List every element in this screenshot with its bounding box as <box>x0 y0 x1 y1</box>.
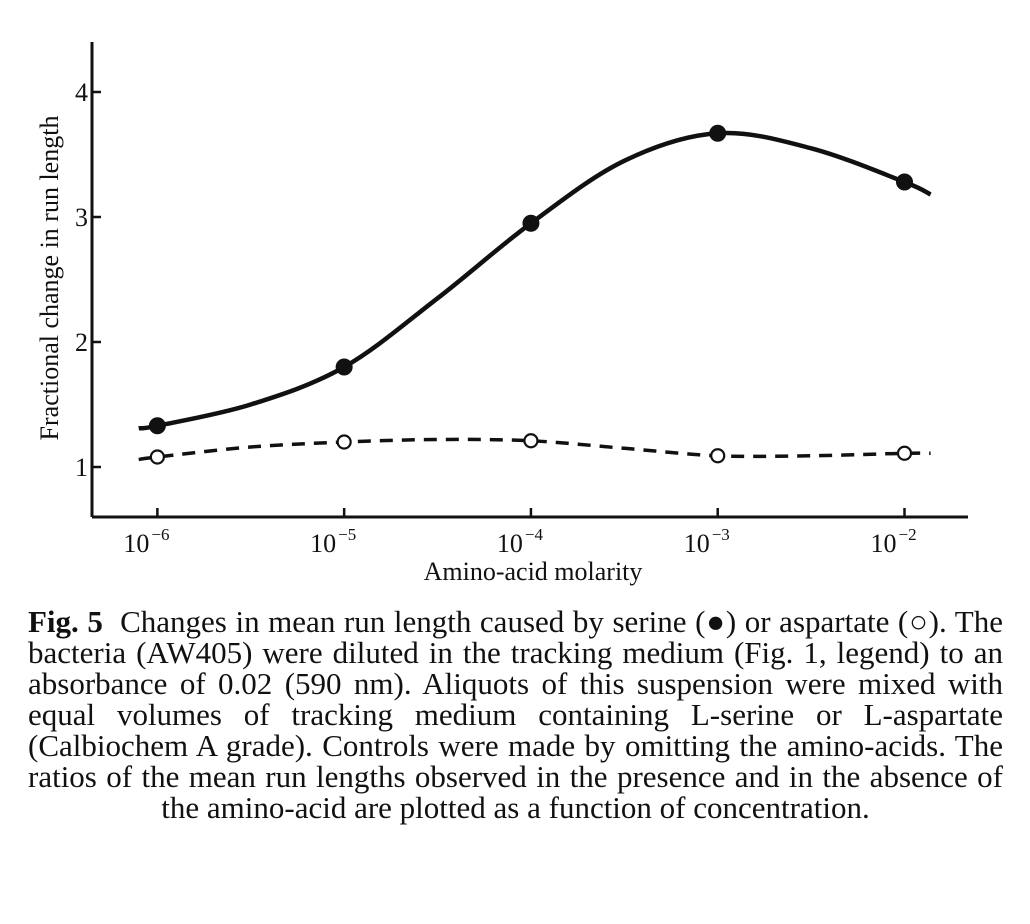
aspartate-point <box>149 449 165 465</box>
x-ticks: 10 −6 10 −5 10 −4 10 −3 10 −2 <box>123 508 917 558</box>
x-tick-base: 10 <box>123 529 149 558</box>
serine-line <box>138 130 932 431</box>
serine-point <box>709 124 727 142</box>
x-tick-label: 10 −5 <box>310 525 356 558</box>
x-tick-exponent: −5 <box>338 525 356 544</box>
x-tick-exponent: −6 <box>151 525 169 544</box>
aspartate-line <box>138 437 931 462</box>
serine-point <box>522 214 540 232</box>
x-tick-base: 10 <box>684 529 710 558</box>
y-ticks: 1 2 3 4 <box>75 78 101 482</box>
serine-point <box>335 358 353 376</box>
x-tick-label: 10 −2 <box>870 525 916 558</box>
x-tick-base: 10 <box>497 529 523 558</box>
aspartate-point <box>336 434 352 450</box>
figure-caption: Fig. 5 Changes in mean run length caused… <box>28 606 1003 823</box>
x-tick-exponent: −3 <box>712 525 730 544</box>
series-points <box>148 124 913 465</box>
aspartate-point <box>896 445 913 461</box>
series-lines <box>138 130 932 462</box>
figure-label: Fig. 5 <box>28 604 103 639</box>
x-axis-title: Amino-acid molarity <box>424 557 643 586</box>
serine-point <box>148 417 166 435</box>
aspartate-point <box>710 448 726 464</box>
x-tick-exponent: −2 <box>898 525 916 544</box>
x-tick-label: 10 −4 <box>497 525 544 558</box>
x-tick-label: 10 −3 <box>684 525 730 558</box>
y-tick-label: 3 <box>75 203 88 232</box>
x-tick-base: 10 <box>310 529 336 558</box>
x-tick-label: 10 −6 <box>123 525 169 558</box>
aspartate-point <box>523 433 539 449</box>
y-tick-label: 4 <box>75 78 88 107</box>
y-axis-title: Fractional change in run length <box>35 116 64 441</box>
serine-point <box>895 173 913 191</box>
y-tick-label: 1 <box>75 453 88 482</box>
y-tick-label: 2 <box>75 328 88 357</box>
x-tick-base: 10 <box>870 529 896 558</box>
x-tick-exponent: −4 <box>525 525 544 544</box>
caption-text: Changes in mean run length caused by ser… <box>28 604 1003 825</box>
